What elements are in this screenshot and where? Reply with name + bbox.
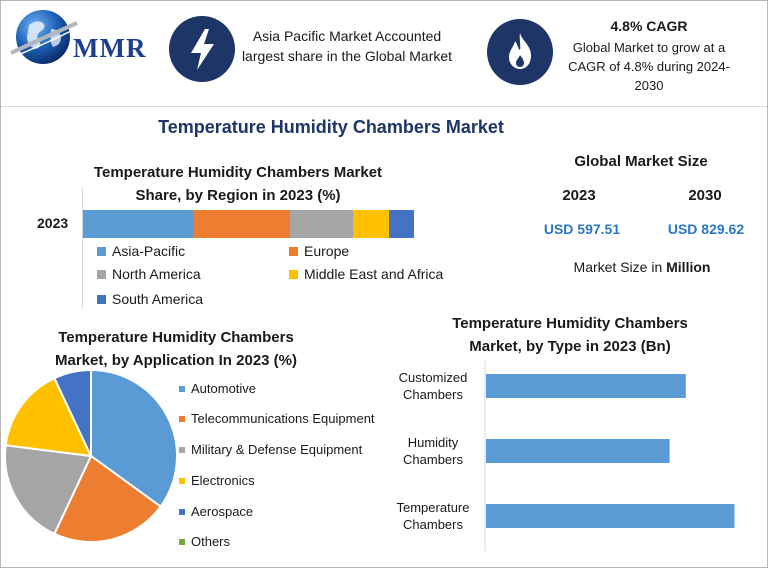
region-legend-asia-pacific: Asia-Pacific <box>97 243 185 259</box>
region-bar-segment-north-america <box>289 210 353 238</box>
logo-text: MMR <box>73 33 147 63</box>
app-legend-automotive: Automotive <box>179 381 256 396</box>
region-chart-title: Temperature Humidity Chambers Market Sha… <box>93 164 383 204</box>
application-chart-title: Temperature Humidity Chambers Market, by… <box>55 329 297 369</box>
cagr-title: 4.8% CAGR <box>610 18 688 34</box>
legend-label: Telecommunications Equipment <box>191 411 375 426</box>
header-divider <box>1 106 767 107</box>
region-bar-segment-middle-east-and-africa <box>352 210 390 238</box>
type-chart-title: Temperature Humidity Chambers Market, by… <box>452 315 688 355</box>
legend-swatch <box>97 269 106 279</box>
legend-swatch <box>289 246 298 256</box>
highlight-icon-badge-2 <box>487 19 553 85</box>
app-legend-aerospace: Aerospace <box>179 504 253 519</box>
highlight-text-1: Asia Pacific Market Accounted largest sh… <box>241 28 453 64</box>
legend-label: Aerospace <box>191 504 254 519</box>
app-legend-others: Others <box>179 534 230 549</box>
type-bar-temperature-chambers <box>486 504 735 528</box>
legend-swatch <box>289 269 298 279</box>
legend-label: Asia-Pacific <box>112 243 186 259</box>
legend-label: Middle East and Africa <box>304 266 444 282</box>
market-value-2023: USD 597.51 <box>543 221 621 237</box>
type-category-label: Customized Chambers <box>399 370 468 402</box>
flame-icon <box>509 33 531 69</box>
legend-label: South America <box>112 291 204 307</box>
type-category-label: Humidity Chambers <box>403 435 463 467</box>
legend-label: Others <box>191 534 231 549</box>
legend-swatch <box>179 415 185 422</box>
market-size-unit-note: Market Size in Million <box>573 259 711 275</box>
region-legend-europe: Europe <box>289 243 349 259</box>
app-legend-electronics: Electronics <box>179 473 255 488</box>
legend-label: North America <box>112 266 201 282</box>
pie-slice-aerospace <box>53 370 92 457</box>
globe-icon <box>10 10 78 64</box>
region-stacked-bar <box>83 210 414 238</box>
app-legend-telecommunications: Telecommunications Equipment <box>179 411 375 426</box>
legend-label: Electronics <box>191 473 255 488</box>
legend-swatch <box>179 538 185 545</box>
legend-swatch <box>179 508 185 515</box>
legend-label: Automotive <box>191 381 257 396</box>
market-year-2023: 2023 <box>562 187 596 204</box>
region-legend-south-america: South America <box>97 291 203 307</box>
pie-slice-electronics <box>4 376 93 458</box>
legend-label: Military & Defense Equipment <box>191 442 363 457</box>
region-legend-north-america: North America <box>97 266 201 282</box>
legend-swatch <box>97 246 106 256</box>
page-title: Temperature Humidity Chambers Market <box>158 117 504 137</box>
market-size-heading: Global Market Size <box>574 153 708 170</box>
app-legend-military-defense: Military & Defense Equipment <box>179 442 362 457</box>
region-legend-mea: Middle East and Africa <box>289 266 443 282</box>
legend-label: Europe <box>304 243 350 259</box>
type-bar-chart: Customized Chambers Humidity Chambers Temper… <box>397 361 735 551</box>
highlight-icon-badge-1 <box>169 16 235 82</box>
region-axis-line <box>82 187 83 309</box>
region-category-label: 2023 <box>37 215 69 231</box>
application-pie-chart <box>4 370 178 543</box>
legend-swatch <box>179 446 185 453</box>
type-category-label: Temperature Chambers <box>397 500 470 532</box>
market-year-2030: 2030 <box>688 187 722 204</box>
pie-slice-automotive <box>90 370 178 508</box>
market-value-2030: USD 829.62 <box>667 221 745 237</box>
legend-swatch <box>179 385 185 392</box>
region-bar-segment-asia-pacific <box>83 210 194 238</box>
type-bar-humidity-chambers <box>486 439 670 463</box>
legend-swatch <box>179 477 185 484</box>
type-bar-customized-chambers <box>486 374 686 398</box>
brand-logo: MMR <box>7 7 157 69</box>
cagr-text: Global Market to grow at a CAGR of 4.8% … <box>568 40 730 93</box>
pie-slice-military-defense-equipment <box>4 444 93 536</box>
lightning-bolt-icon <box>191 29 214 70</box>
region-bar-segment-europe <box>193 210 290 238</box>
region-bar-segment-south-america <box>389 210 414 238</box>
legend-swatch <box>97 294 106 304</box>
